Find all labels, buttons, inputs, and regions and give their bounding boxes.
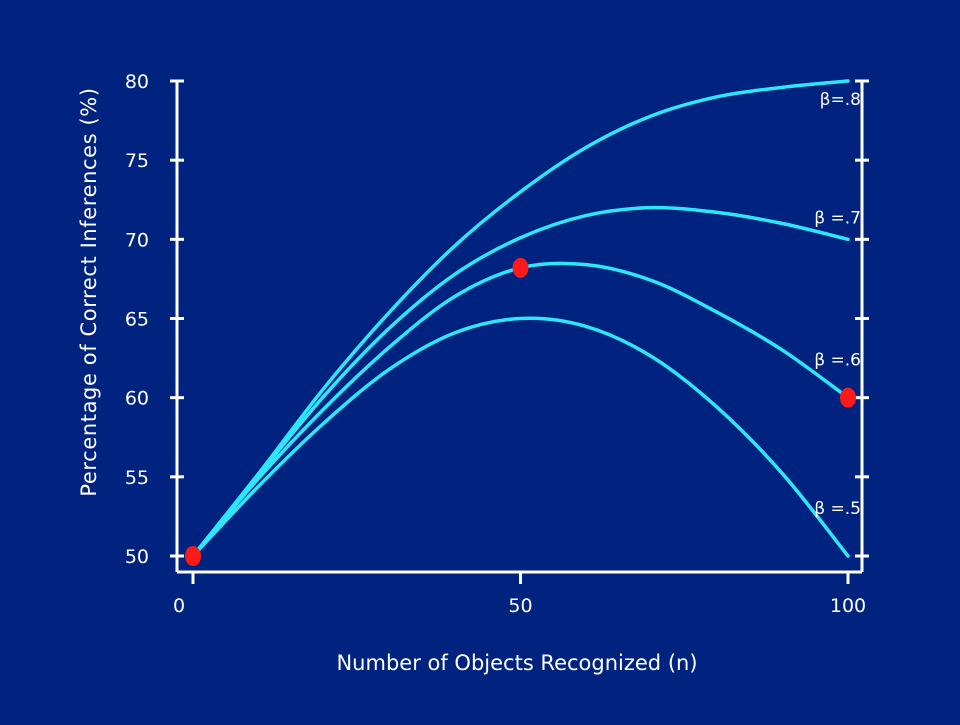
x-tick-label: 50 bbox=[508, 595, 532, 617]
markers bbox=[185, 257, 856, 566]
series-line bbox=[191, 205, 850, 558]
y-tick-label: 60 bbox=[125, 388, 149, 410]
y-tick-label: 55 bbox=[125, 467, 149, 489]
series-line bbox=[191, 79, 850, 558]
x-axis-label: Number of Objects Recognized (n) bbox=[336, 651, 697, 675]
y-tick-label: 75 bbox=[125, 150, 149, 172]
y-axis-label: Percentage of Correct Inferences (%) bbox=[77, 87, 101, 496]
axes: 50 55 60 65 70 75 80 0 50 100 bbox=[125, 71, 869, 617]
series-label: β =.5 bbox=[814, 499, 861, 519]
x-tick-label: 100 bbox=[830, 595, 866, 617]
y-tick-label: 80 bbox=[125, 71, 149, 93]
data-point-marker bbox=[840, 387, 856, 408]
data-point-marker bbox=[185, 546, 201, 566]
y-tick-label: 70 bbox=[125, 229, 149, 251]
series-line bbox=[191, 261, 850, 558]
series-label: β=.8 bbox=[820, 90, 861, 110]
y-tick-label: 65 bbox=[125, 309, 149, 331]
curves bbox=[191, 79, 850, 558]
series-label: β =.7 bbox=[814, 208, 861, 228]
data-point-marker bbox=[512, 257, 529, 278]
x-tick-label: 0 bbox=[173, 595, 185, 617]
curve-labels: β=.8 β =.7 β =.6 β =.5 bbox=[814, 90, 861, 519]
y-tick-label: 50 bbox=[125, 546, 149, 568]
series-label: β =.6 bbox=[814, 351, 861, 371]
series-line bbox=[191, 316, 850, 558]
